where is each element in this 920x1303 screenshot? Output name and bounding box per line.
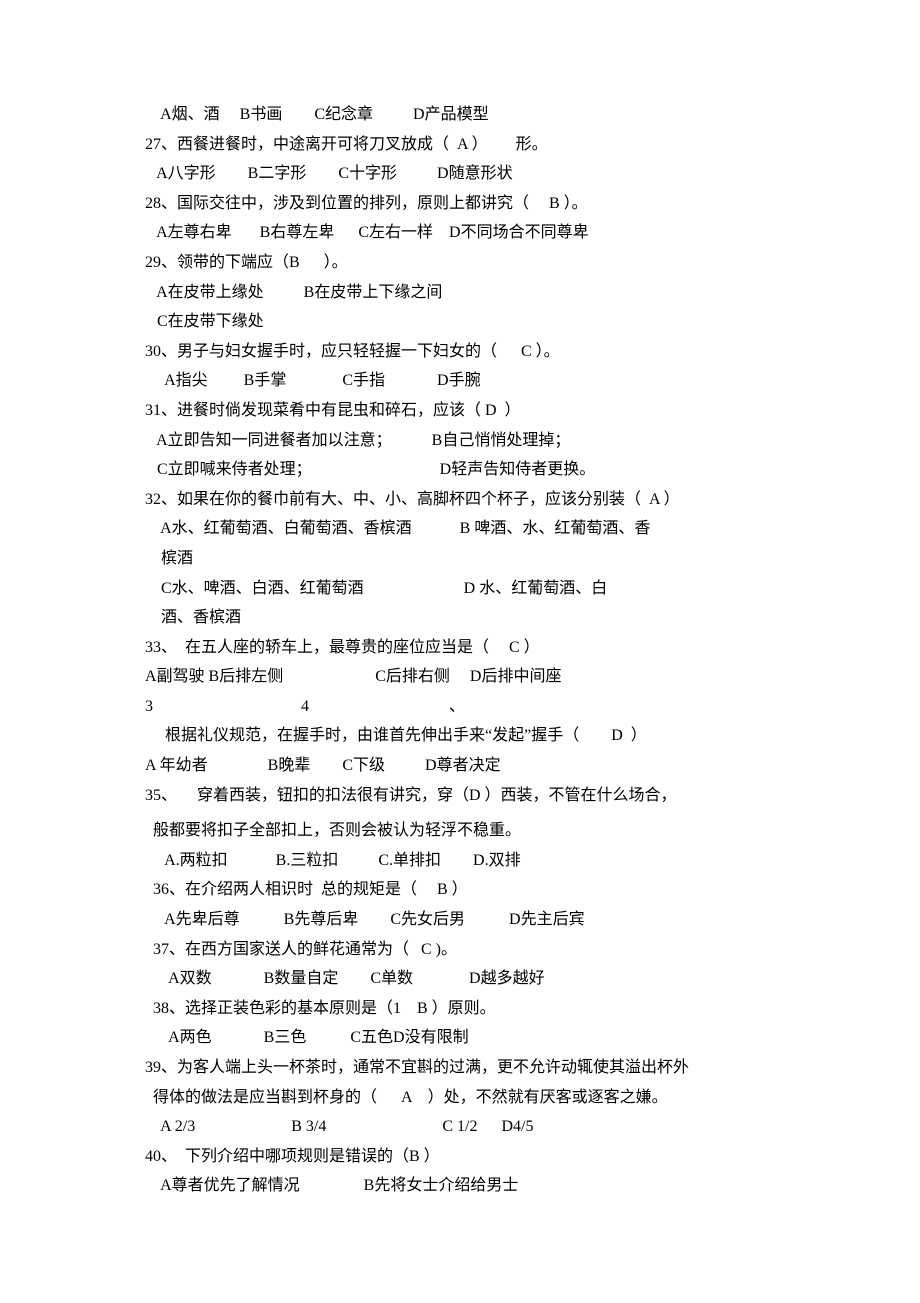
text-line: A.两粒扣 B.三粒扣 C.单排扣 D.双排 (145, 846, 775, 876)
text-line: A两色 B三色 C五色D没有限制 (145, 1023, 775, 1053)
text-line: 37、在西方国家送人的鲜花通常为（ C )。 (145, 935, 775, 965)
text-line: 38、选择正装色彩的基本原则是（1 B ）原则。 (145, 994, 775, 1024)
text-line: 般都要将扣子全部扣上，否则会被认为轻浮不稳重。 (145, 816, 775, 846)
text-line: A指尖 B手掌 C手指 D手腕 (145, 366, 775, 396)
text-line: 39、为客人端上头一杯茶时，通常不宜斟的过满，更不允许动辄使其溢出杯外 (145, 1053, 775, 1083)
document-page: A烟、酒 B书画 C纪念章 D产品模型27、西餐进餐时，中途离开可将刀叉放成（ … (0, 0, 920, 1303)
text-line: A在皮带上缘处 B在皮带上下缘之间 (145, 278, 775, 308)
text-line: 32、如果在你的餐巾前有大、中、小、高脚杯四个杯子，应该分别装（ A ） (145, 485, 775, 515)
text-line: A 2/3 B 3/4 C 1/2 D4/5 (145, 1112, 775, 1142)
text-line: A立即告知一同进餐者加以注意； B自己悄悄处理掉； (145, 426, 775, 456)
text-line: 31、进餐时倘发现菜肴中有昆虫和碎石，应该（ D ） (145, 396, 775, 426)
text-line: 酒、香槟酒 (145, 603, 775, 633)
text-line: C水、啤酒、白酒、红葡萄酒 D 水、红葡萄酒、白 (145, 574, 775, 604)
text-line: 29、领带的下端应（B ）。 (145, 248, 775, 278)
text-line: 根据礼仪规范，在握手时，由谁首先伸出手来“发起”握手（ D ） (145, 721, 775, 751)
text-line: 3 4 、 (145, 692, 775, 722)
text-line: A左尊右卑 B右尊左卑 C左右一样 D不同场合不同尊卑 (145, 218, 775, 248)
text-line: C立即喊来侍者处理； D轻声告知侍者更换。 (145, 455, 775, 485)
text-line: A尊者优先了解情况 B先将女士介绍给男士 (145, 1171, 775, 1201)
text-line: A先卑后尊 B先尊后卑 C先女后男 D先主后宾 (145, 905, 775, 935)
text-line: A烟、酒 B书画 C纪念章 D产品模型 (145, 100, 775, 130)
text-line: 33、 在五人座的轿车上，最尊贵的座位应当是（ C ） (145, 633, 775, 663)
text-line: 27、西餐进餐时，中途离开可将刀叉放成（ A ） 形。 (145, 130, 775, 160)
text-line: 30、男子与妇女握手时，应只轻轻握一下妇女的（ C ）。 (145, 337, 775, 367)
text-line: 40、 下列介绍中哪项规则是错误的（B ） (145, 1142, 775, 1172)
text-line: 得体的做法是应当斟到杯身的（ A ）处，不然就有厌客或逐客之嫌。 (145, 1083, 775, 1113)
text-line: A双数 B数量自定 C单数 D越多越好 (145, 964, 775, 994)
text-line: 槟酒 (145, 544, 775, 574)
text-line: A八字形 B二字形 C十字形 D随意形状 (145, 159, 775, 189)
text-line: 35、 穿着西装，钮扣的扣法很有讲究，穿（D ）西装，不管在什么场合， (145, 781, 775, 811)
text-line: 36、在介绍两人相识时 总的规矩是（ B ） (145, 875, 775, 905)
text-line: A副驾驶 B后排左侧 C后排右侧 D后排中间座 (145, 662, 775, 692)
text-line: A水、红葡萄酒、白葡萄酒、香槟酒 B 啤酒、水、红葡萄酒、香 (145, 514, 775, 544)
text-line: A 年幼者 B晚辈 C下级 D尊者决定 (145, 751, 775, 781)
text-line: 28、国际交往中，涉及到位置的排列，原则上都讲究（ B ）。 (145, 189, 775, 219)
text-line: C在皮带下缘处 (145, 307, 775, 337)
